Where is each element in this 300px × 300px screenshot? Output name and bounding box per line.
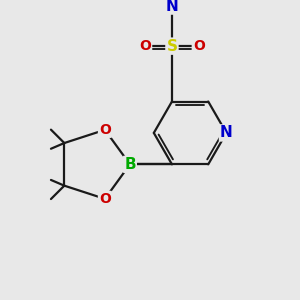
Text: O: O <box>193 39 205 53</box>
Text: N: N <box>220 125 233 140</box>
Text: O: O <box>99 123 111 137</box>
Text: S: S <box>167 39 178 54</box>
Text: B: B <box>124 157 136 172</box>
Text: N: N <box>166 0 178 14</box>
Text: O: O <box>99 192 111 206</box>
Text: O: O <box>139 39 151 53</box>
